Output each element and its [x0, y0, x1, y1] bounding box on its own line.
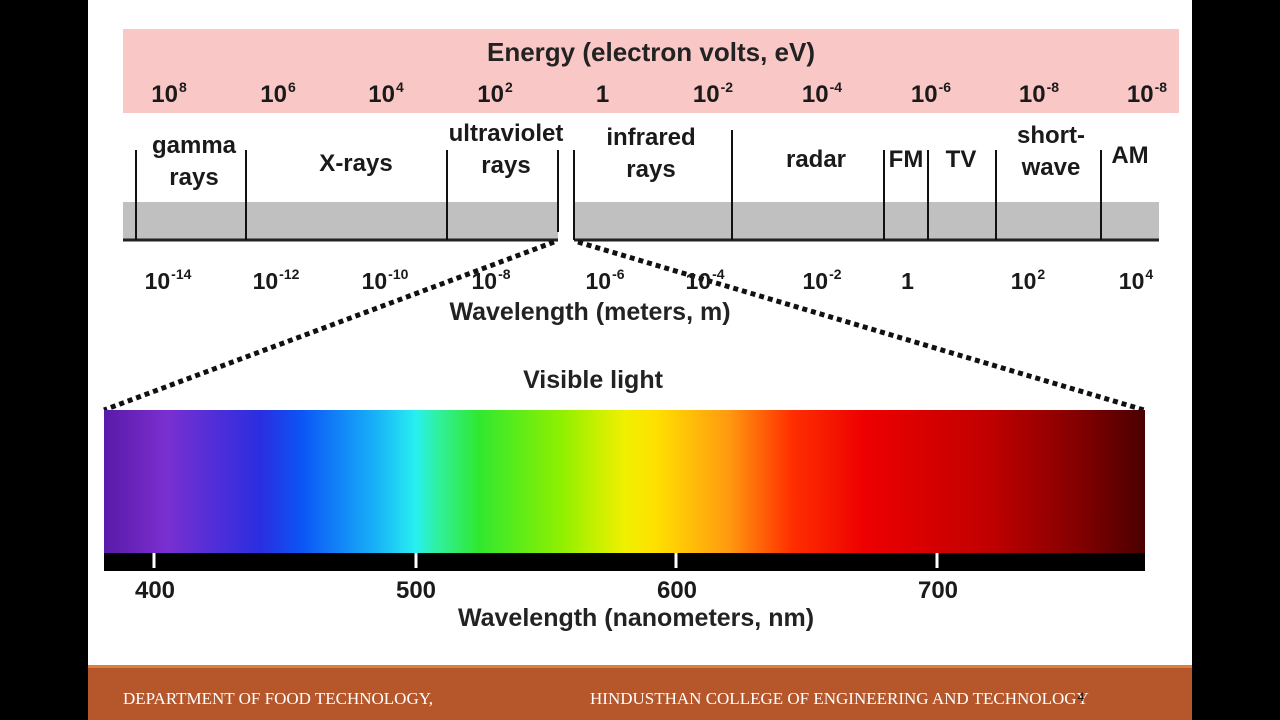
region-shortwave: short-wave — [1017, 122, 1085, 181]
region-tv: TV — [945, 146, 977, 173]
wl-tick: 10-12 — [252, 266, 300, 294]
energy-band: Energy (electron volts, eV) 108 106 104 … — [123, 29, 1179, 113]
ev-tick: 10-4 — [801, 79, 843, 108]
footer-department: DEPARTMENT OF FOOD TECHNOLOGY, — [123, 689, 434, 708]
nm-tick-label: 400 — [134, 577, 176, 604]
wl-tick: 10-10 — [361, 266, 409, 294]
region-ultraviolet: ultraviolet rays — [448, 120, 564, 179]
spectrum-gap — [558, 195, 574, 245]
ev-tick: 104 — [368, 79, 404, 108]
wl-tick: 10-2 — [802, 266, 842, 294]
region-fm: FM — [888, 146, 924, 173]
slide: Energy (electron volts, eV) 108 106 104 … — [88, 0, 1192, 720]
visible-axis-bar — [104, 553, 1145, 571]
wl-tick: 10-8 — [471, 266, 511, 294]
wavelength-nm-label: Wavelength (nanometers, nm) — [457, 604, 815, 632]
ev-tick: 10-8 — [1126, 79, 1168, 108]
wl-tick: 1 — [901, 268, 914, 294]
nm-tick-label: 500 — [395, 577, 437, 604]
ev-tick: 106 — [260, 79, 296, 108]
energy-title: Energy (electron volts, eV) — [487, 37, 815, 67]
wl-tick: 102 — [1010, 266, 1046, 294]
ev-tick: 102 — [477, 79, 513, 108]
wl-tick: 104 — [1118, 266, 1154, 294]
wavelength-m-label: Wavelength (meters, m) — [449, 298, 731, 326]
region-infrared: infrared rays — [606, 124, 696, 183]
visible-spectrum — [104, 410, 1145, 553]
ev-tick: 1 — [595, 81, 610, 108]
wl-tick: 10-14 — [144, 266, 192, 294]
zoom-line-left — [103, 239, 555, 413]
nm-tick-label: 700 — [917, 577, 959, 604]
page-number: 4 — [1077, 689, 1085, 704]
ev-tick: 108 — [151, 79, 187, 108]
visible-light-title: Visible light — [523, 366, 663, 394]
ev-tick: 10-2 — [692, 79, 734, 108]
spectrum-diagram — [103, 130, 1159, 571]
wl-tick: 10-4 — [685, 266, 725, 294]
region-am: AM — [1111, 142, 1149, 169]
footer-college: HINDUSTHAN COLLEGE OF ENGINEERING AND TE… — [590, 689, 1089, 708]
spectrum-bar — [123, 202, 1159, 240]
nm-tick-label: 600 — [656, 577, 698, 604]
region-radar: radar — [785, 146, 847, 173]
ev-tick: 10-6 — [910, 79, 952, 108]
region-x-rays: X-rays — [319, 150, 393, 177]
region-gamma-rays: gamma rays — [151, 132, 237, 191]
wl-tick: 10-6 — [585, 266, 625, 294]
footer-bar: DEPARTMENT OF FOOD TECHNOLOGY, HINDUSTHA… — [88, 665, 1192, 720]
ev-tick: 10-8 — [1018, 79, 1060, 108]
